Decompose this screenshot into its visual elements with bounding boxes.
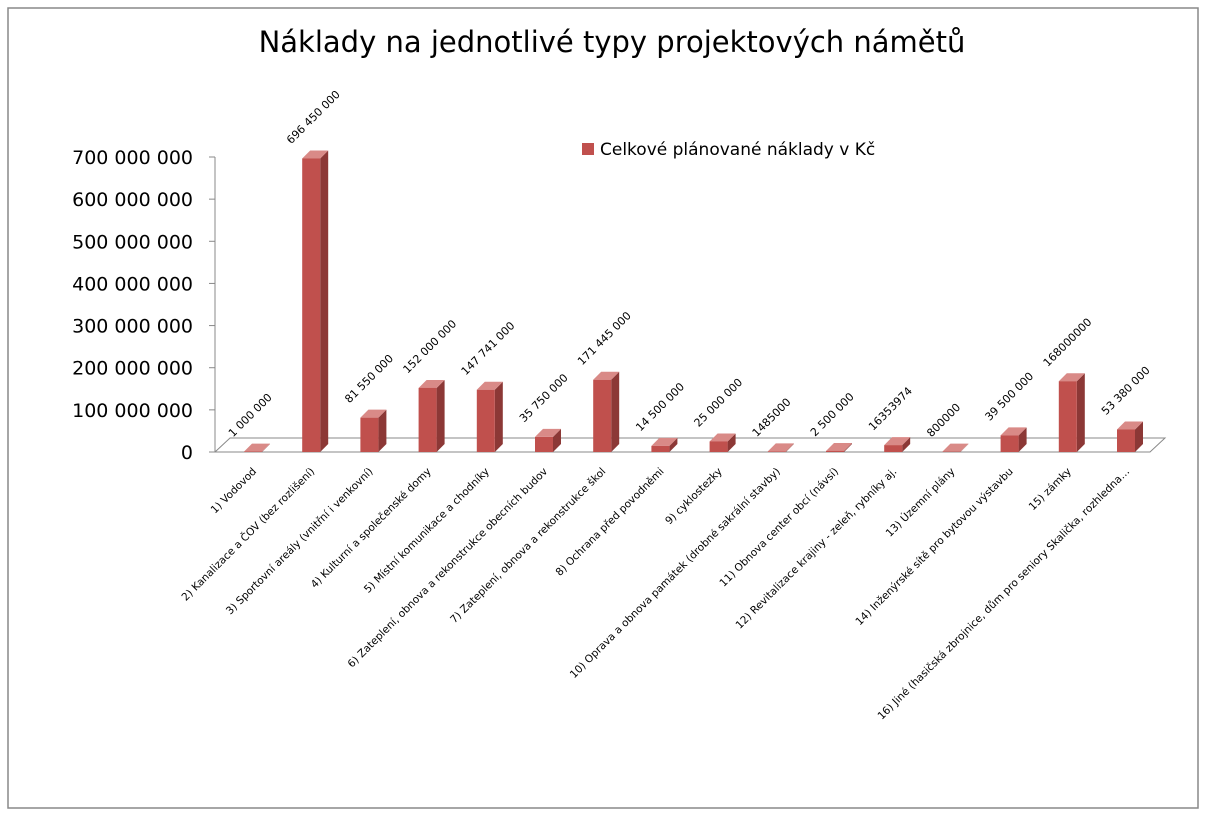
- bar-side: [1076, 373, 1085, 452]
- bar-side: [669, 437, 678, 452]
- bar-front: [709, 441, 728, 452]
- bar-top: [360, 409, 387, 418]
- bar-front: [1117, 429, 1135, 452]
- bar-front: [535, 436, 553, 452]
- bar-side: [494, 381, 503, 452]
- bar-top: [826, 442, 852, 451]
- bar-front: [651, 445, 670, 452]
- bar-top: [418, 379, 445, 388]
- bar-side: [844, 442, 852, 452]
- bar-side: [785, 443, 794, 452]
- bar: [651, 437, 678, 452]
- bar: [1058, 373, 1085, 452]
- bar: [593, 371, 620, 452]
- bar-top: [709, 433, 736, 442]
- bar-side: [960, 443, 969, 452]
- y-tick-label: 300 000 000: [72, 316, 193, 338]
- bar-front: [476, 389, 495, 452]
- bar-top: [244, 443, 270, 452]
- bar-top: [767, 443, 794, 452]
- bar: [884, 437, 911, 452]
- bar-front: [418, 387, 437, 452]
- y-tick-label: 500 000 000: [72, 231, 193, 253]
- y-tick-label: 700 000 000: [72, 147, 193, 169]
- bar-side: [378, 409, 387, 452]
- bar-side: [262, 443, 270, 452]
- bar-top: [302, 150, 329, 159]
- legend-label: Celkové plánované náklady v Kč: [600, 140, 875, 160]
- bar-top: [942, 443, 969, 452]
- bar-front: [302, 158, 321, 452]
- bar-top: [1117, 421, 1143, 430]
- bar-side: [1018, 427, 1027, 452]
- bar-side: [902, 437, 911, 452]
- y-tick-label: 0: [181, 442, 193, 464]
- bar-side: [320, 150, 329, 452]
- bar: [1117, 421, 1143, 452]
- bar: [767, 443, 794, 452]
- bar-front: [360, 417, 379, 452]
- y-tick-label: 400 000 000: [72, 273, 193, 295]
- chart-title: Náklady na jednotlivé typy projektových …: [259, 25, 966, 59]
- bar: [826, 442, 852, 452]
- bar-side: [611, 371, 620, 452]
- bar-front: [1000, 435, 1019, 452]
- bar-top: [593, 371, 620, 380]
- bar: [244, 443, 270, 452]
- bar-top: [651, 437, 678, 446]
- bar-top: [1058, 373, 1085, 382]
- bar-side: [436, 379, 445, 452]
- bar: [942, 443, 969, 452]
- bar-side: [727, 433, 736, 452]
- bar: [476, 381, 503, 452]
- bar-top: [884, 437, 911, 446]
- bar-front: [767, 451, 786, 452]
- bar-top: [476, 381, 503, 390]
- bar: [360, 409, 387, 452]
- bar: [535, 428, 561, 452]
- bar: [1000, 427, 1027, 452]
- legend-swatch: [582, 143, 594, 155]
- y-tick-label: 100 000 000: [72, 400, 193, 422]
- bar-side: [1135, 421, 1143, 452]
- y-tick-label: 200 000 000: [72, 358, 193, 380]
- bar: [302, 150, 329, 452]
- bar-top: [535, 428, 561, 437]
- bar-top: [1000, 427, 1027, 436]
- bar: [709, 433, 736, 452]
- bar-side: [553, 428, 561, 452]
- bar-front: [826, 450, 844, 452]
- y-tick-label: 600 000 000: [72, 189, 193, 211]
- bar: [418, 379, 445, 452]
- bar-front: [593, 379, 612, 452]
- bar-front: [1058, 381, 1077, 452]
- bar-front: [884, 445, 903, 452]
